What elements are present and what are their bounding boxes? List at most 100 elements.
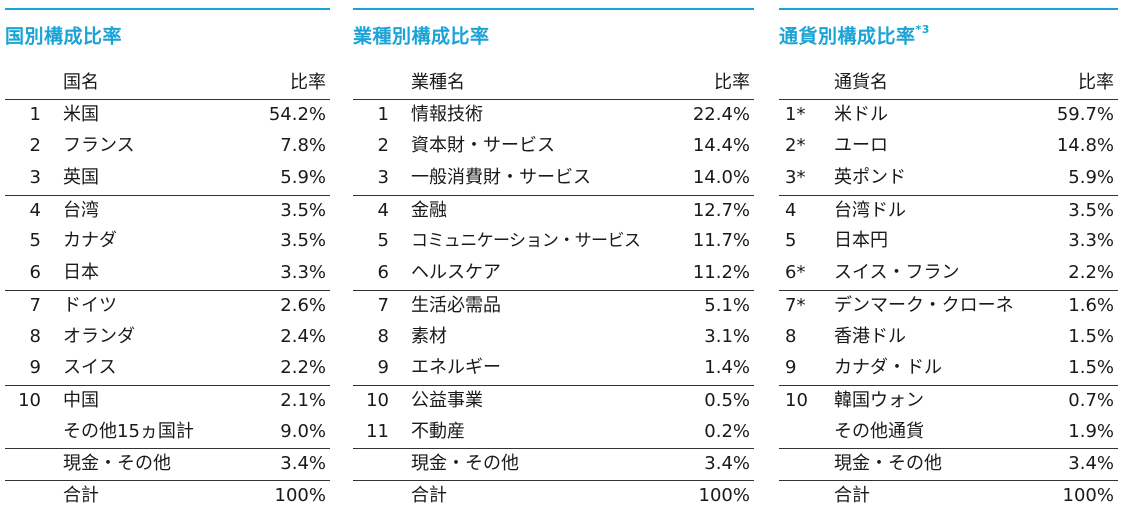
row-ratio: 2.1% — [280, 389, 326, 411]
row-ratio: 3.5% — [280, 199, 326, 221]
row-name: 情報技術 — [411, 103, 483, 125]
row-rank: 8 — [377, 325, 389, 347]
row-name: 公益事業 — [411, 389, 483, 411]
row-name: 一般消費財・サービス — [411, 167, 591, 189]
row-ratio: 3.4% — [280, 453, 326, 475]
row-rank: 4 — [785, 199, 797, 221]
row-name: 現金・その他 — [63, 453, 171, 475]
row-rank: 8 — [29, 325, 41, 347]
table-row: 合計 100% — [353, 479, 754, 512]
row-ratio: 14.4% — [692, 135, 750, 157]
row-ratio: 1.5% — [1068, 325, 1114, 347]
table-row: 9 カナダ・ドル 1.5% — [779, 353, 1118, 385]
country-panel: 国別構成比率 国名 比率 1 米国 54.2% 2 フランス 7.8% 3 英国 5.9% … — [5, 8, 330, 506]
table-row: 2* ユーロ 14.8% — [779, 131, 1118, 163]
row-rank: 2* — [785, 135, 806, 157]
row-ratio: 3.4% — [1068, 453, 1114, 475]
row-rank: 4 — [29, 199, 41, 221]
row-rank: 3 — [29, 167, 41, 189]
table-row: 5 コミュニケーション・サービス 11.7% — [353, 226, 754, 258]
row-ratio: 59.7% — [1056, 103, 1114, 125]
row-name: 素材 — [411, 325, 447, 347]
row-rank: 1 — [377, 103, 389, 125]
row-name: 日本 — [63, 262, 99, 284]
row-ratio: 11.7% — [692, 230, 750, 252]
table-row: 1* 米ドル 59.7% — [779, 100, 1118, 132]
table-row: 3 一般消費財・サービス 14.0% — [353, 163, 754, 195]
row-name: ヘルスケア — [411, 262, 501, 284]
row-ratio: 1.4% — [704, 357, 750, 379]
table-row: 11 不動産 0.2% — [353, 417, 754, 449]
row-rank: 6* — [785, 262, 806, 284]
table-row: 現金・その他 3.4% — [353, 448, 754, 480]
row-name: ドイツ — [63, 294, 117, 316]
row-ratio: 3.5% — [280, 230, 326, 252]
row-rank: 9 — [785, 357, 797, 379]
row-rank: 10 — [18, 389, 41, 411]
row-ratio: 100% — [698, 484, 750, 506]
table-row: 5 日本円 3.3% — [779, 226, 1118, 258]
panel-title: 国別構成比率 — [5, 25, 123, 48]
table-header: 業種名 比率 — [353, 68, 754, 100]
table-header: 国名 比率 — [5, 68, 330, 100]
row-rank: 7 — [377, 294, 389, 316]
table-row: 7 生活必需品 5.1% — [353, 289, 754, 322]
table-row: 8 香港ドル 1.5% — [779, 322, 1118, 354]
row-name: エネルギー — [411, 357, 501, 379]
table-row: 現金・その他 3.4% — [779, 448, 1118, 480]
row-ratio: 100% — [1062, 484, 1114, 506]
row-rank: 7 — [29, 294, 41, 316]
row-rank: 1* — [785, 103, 806, 125]
row-name: 不動産 — [411, 420, 465, 442]
table-row: 3 英国 5.9% — [5, 163, 330, 195]
row-name: 日本円 — [834, 230, 888, 252]
table-row: 現金・その他 3.4% — [5, 448, 330, 480]
row-name: 合計 — [834, 484, 870, 506]
row-name: 韓国ウォン — [834, 389, 924, 411]
row-name: その他15ヵ国計 — [63, 420, 194, 442]
table-row: 10 中国 2.1% — [5, 384, 330, 417]
row-ratio: 3.4% — [704, 453, 750, 475]
table-row: 合計 100% — [5, 479, 330, 512]
column-header-ratio: 比率 — [1078, 72, 1114, 93]
table-row: 6* スイス・フラン 2.2% — [779, 258, 1118, 290]
row-rank: 2 — [29, 135, 41, 157]
sector-table: 業種名 比率 1 情報技術 22.4% 2 資本財・サービス 14.4% 3 一般消費財・… — [353, 68, 754, 512]
row-ratio: 2.4% — [280, 325, 326, 347]
row-rank: 5 — [785, 230, 797, 252]
table-row: 2 資本財・サービス 14.4% — [353, 131, 754, 163]
row-ratio: 2.2% — [280, 357, 326, 379]
row-name: その他通貨 — [834, 420, 924, 442]
row-rank: 3 — [377, 167, 389, 189]
row-rank: 8 — [785, 325, 797, 347]
row-ratio: 5.1% — [704, 294, 750, 316]
row-rank: 6 — [29, 262, 41, 284]
title-footnote-mark: *3 — [915, 23, 930, 36]
table-row: 6 ヘルスケア 11.2% — [353, 258, 754, 290]
row-name: 合計 — [411, 484, 447, 506]
row-name: デンマーク・クローネ — [834, 294, 1014, 316]
row-name: コミュニケーション・サービス — [411, 231, 641, 252]
table-header: 通貨名 比率 — [779, 68, 1118, 100]
column-header-name: 国名 — [63, 72, 99, 93]
table-row: 4 台湾ドル 3.5% — [779, 194, 1118, 227]
table-row: 合計 100% — [779, 479, 1118, 512]
row-name: オランダ — [63, 325, 135, 347]
table-row: 3* 英ポンド 5.9% — [779, 163, 1118, 195]
row-ratio: 2.6% — [280, 294, 326, 316]
row-name: 英国 — [63, 167, 99, 189]
row-name: 中国 — [63, 389, 99, 411]
row-ratio: 5.9% — [1068, 167, 1114, 189]
row-rank: 7* — [785, 294, 806, 316]
table-row: 10 公益事業 0.5% — [353, 384, 754, 417]
row-ratio: 3.3% — [280, 262, 326, 284]
sector-panel: 業種別構成比率 業種名 比率 1 情報技術 22.4% 2 資本財・サービス 14.4%… — [353, 8, 754, 506]
row-ratio: 0.2% — [704, 420, 750, 442]
row-ratio: 0.5% — [704, 389, 750, 411]
column-header-ratio: 比率 — [714, 72, 750, 93]
row-name: カナダ — [63, 230, 117, 252]
row-name: 現金・その他 — [411, 453, 519, 475]
table-row: 7* デンマーク・クローネ 1.6% — [779, 289, 1118, 322]
row-rank: 9 — [29, 357, 41, 379]
row-ratio: 3.5% — [1068, 199, 1114, 221]
